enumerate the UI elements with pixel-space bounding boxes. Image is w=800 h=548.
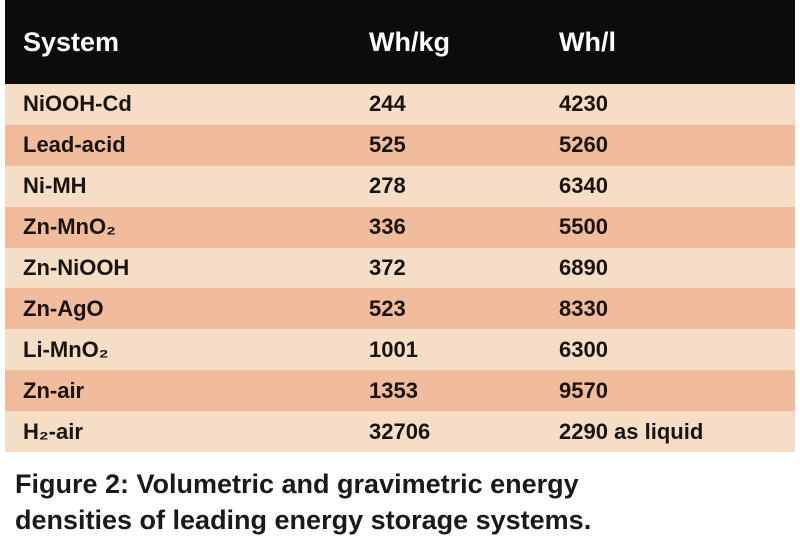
cell-wh-per-kg: 1001	[369, 336, 418, 362]
cell-wh-per-kg: 525	[369, 132, 406, 158]
cell-wh-per-kg: 523	[369, 295, 406, 321]
table-row: Lead-acid 525 5260	[5, 124, 795, 166]
cell-wh-per-l: 5500	[559, 214, 608, 240]
table-row: Zn-NiOOH 372 6890	[5, 247, 795, 289]
cell-wh-per-l: 4230	[559, 91, 608, 117]
table-row: H₂-air 32706 2290 as liquid	[5, 411, 795, 453]
cell-wh-per-l: 9570	[559, 377, 608, 403]
cell-wh-per-kg: 32706	[369, 418, 431, 444]
cell-system: Zn-AgO	[23, 295, 104, 321]
cell-wh-per-l: 5260	[559, 132, 608, 158]
table-header-row: System Wh/kg Wh/l	[5, 0, 795, 84]
cell-system: NiOOH-Cd	[23, 91, 132, 117]
table-row: Zn-MnO₂ 336 5500	[5, 206, 795, 248]
header-wh-per-kg: Wh/kg	[369, 26, 450, 57]
cell-system: Zn-air	[23, 377, 85, 403]
table-row: Ni-MH 278 6340	[5, 165, 795, 207]
cell-wh-per-l: 6300	[559, 336, 608, 362]
table-row: Zn-AgO 523 8330	[5, 288, 795, 330]
table-row: Li-MnO₂ 1001 6300	[5, 329, 795, 371]
cell-wh-per-kg: 1353	[369, 377, 418, 403]
cell-wh-per-l: 8330	[559, 295, 608, 321]
cell-system: Ni-MH	[23, 173, 87, 199]
cell-system: H₂-air	[23, 418, 83, 444]
figure-caption: Figure 2: Volumetric and gravimetric ene…	[15, 469, 592, 535]
cell-wh-per-l: 6340	[559, 173, 608, 199]
header-wh-per-l: Wh/l	[559, 26, 616, 57]
cell-wh-per-l: 2290 as liquid	[559, 418, 704, 444]
table-row: NiOOH-Cd 244 4230	[5, 84, 795, 125]
cell-wh-per-kg: 336	[369, 214, 406, 240]
header-system: System	[23, 26, 120, 57]
energy-density-table: System Wh/kg Wh/l NiOOH-Cd 244 4230 Lead…	[5, 0, 795, 453]
cell-system: Lead-acid	[23, 132, 126, 158]
cell-system: Zn-MnO₂	[23, 214, 116, 240]
cell-wh-per-kg: 278	[369, 173, 406, 199]
cell-wh-per-kg: 372	[369, 255, 406, 280]
cell-wh-per-kg: 244	[369, 91, 406, 117]
cell-system: Zn-NiOOH	[23, 255, 130, 280]
table-row: Zn-air 1353 9570	[5, 370, 795, 412]
cell-system: Li-MnO₂	[23, 336, 109, 362]
cell-wh-per-l: 6890	[559, 255, 608, 280]
